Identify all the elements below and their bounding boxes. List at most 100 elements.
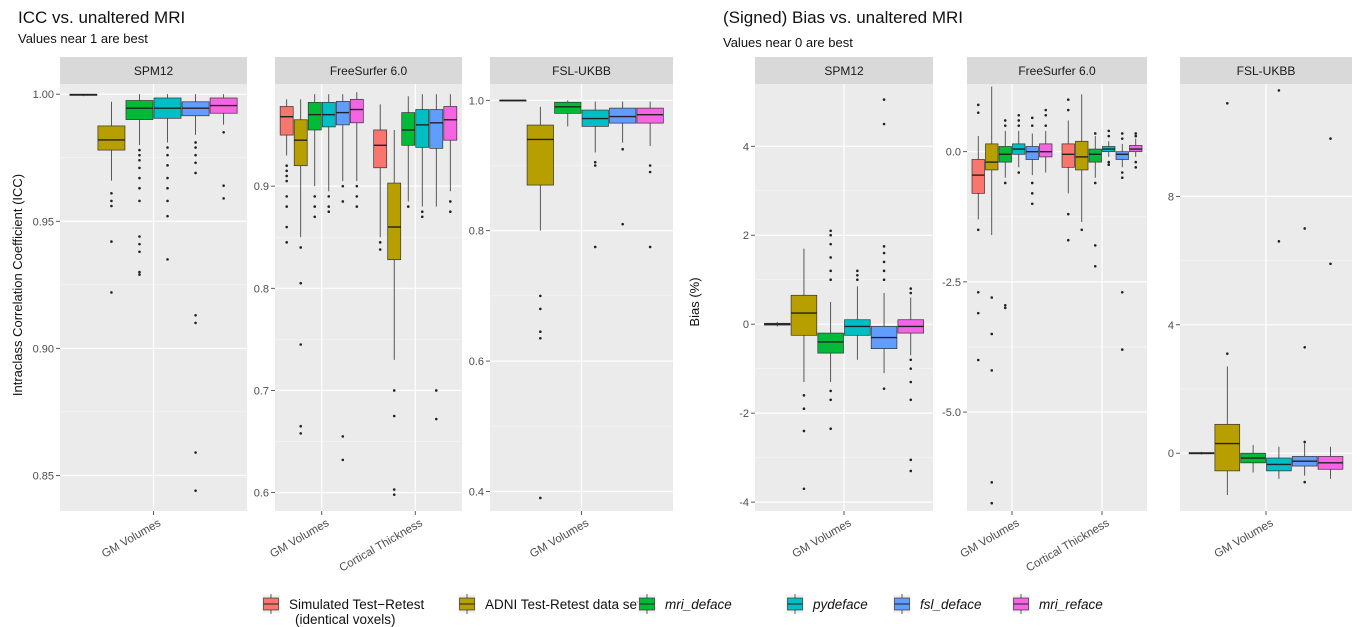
outlier-point (285, 225, 288, 229)
outlier-point (1134, 166, 1138, 169)
outlier-point (285, 205, 288, 208)
outlier-point (882, 251, 886, 255)
box-adni-test-retest-data-set (1214, 101, 1241, 495)
y-tick-label: -4 (739, 497, 749, 509)
outlier-point (976, 358, 980, 362)
box-mri-deface (125, 94, 154, 276)
outlier-point (1107, 160, 1111, 164)
box-body (636, 107, 664, 124)
outlier-point (909, 398, 913, 402)
outlier-point (621, 222, 624, 226)
outlier-point (1226, 101, 1229, 105)
legend-item: pydeface (786, 594, 868, 614)
outlier-point (194, 313, 197, 317)
outlier-point (378, 248, 382, 251)
outlier-point (110, 191, 113, 195)
outlier-point (222, 197, 225, 200)
outlier-point (1277, 240, 1281, 243)
facet-strip (967, 57, 1147, 84)
outlier-point (909, 469, 913, 473)
outlier-point (909, 358, 913, 362)
outlier-point (355, 184, 359, 188)
outlier-point (138, 270, 141, 274)
outlier-point (909, 458, 913, 462)
outlier-point (341, 458, 345, 462)
box-fsl-deface (870, 98, 898, 390)
outlier-point (990, 501, 994, 505)
outlier-point (313, 205, 317, 208)
outlier-point (976, 111, 980, 114)
left-section-subtitle: Values near 1 are best (18, 31, 148, 46)
outlier-point (341, 435, 345, 438)
y-tick-label: 1.0 (469, 95, 484, 107)
outlier-point (194, 153, 197, 157)
outlier-point (909, 380, 913, 384)
outlier-point (882, 260, 886, 264)
outlier-point (378, 241, 382, 244)
outlier-point (138, 273, 141, 276)
outlier-point (285, 164, 288, 168)
outlier-point (138, 158, 141, 162)
outlier-point (1107, 134, 1111, 138)
y-tick-label: 0 (1168, 448, 1174, 460)
y-tick-label: 0.90 (33, 343, 54, 355)
y-tick-label: 1.00 (33, 89, 54, 101)
box-simulated-test-retest (1188, 451, 1215, 455)
box-body (429, 109, 444, 149)
box-pydeface (844, 269, 871, 360)
outlier-point (392, 389, 396, 392)
outlier-point (138, 250, 141, 254)
outlier-point (110, 240, 113, 243)
outlier-point (829, 256, 832, 259)
box-simulated-test-retest (764, 321, 791, 327)
outlier-point (909, 367, 913, 370)
box-fsl-deface (181, 94, 210, 492)
facet-panel: FSL-UKBB 0.4 0.6 0.8 1.0 GM Volumes (469, 57, 673, 561)
outlier-point (327, 195, 331, 198)
outlier-point (1120, 137, 1124, 140)
box-pydeface (581, 101, 609, 249)
outlier-point (285, 174, 288, 178)
outlier-point (802, 394, 806, 397)
box-body (1025, 146, 1039, 160)
box-body (844, 319, 871, 336)
facet-panel: FSL-UKBB 0 4 8 GM Volumes (1168, 57, 1352, 561)
box-body (1039, 143, 1053, 158)
x-tick-label: GM Volumes (790, 517, 853, 560)
right-section-title: (Signed) Bias vs. unaltered MRI (723, 8, 963, 27)
outlier-point (1066, 108, 1070, 112)
legend-label: pydeface (812, 597, 868, 612)
outlier-point (990, 332, 994, 336)
outlier-point (1044, 113, 1048, 117)
box-fsl-deface (609, 101, 637, 226)
outlier-point (648, 164, 652, 167)
outlier-point (327, 205, 331, 208)
box-mri-deface (1088, 132, 1102, 268)
box-body (387, 182, 402, 261)
box-pydeface (321, 94, 336, 213)
outlier-point (829, 278, 832, 282)
box-mri-deface (817, 229, 844, 431)
box-body (373, 129, 388, 169)
legend-label: fsl_deface (920, 597, 982, 612)
outlier-point (299, 246, 303, 249)
y-tick-label: 0.9 (254, 181, 269, 193)
box-body (125, 100, 154, 120)
legend-item: Simulated Test−Retest(identical voxels) (262, 594, 424, 627)
outlier-point (882, 278, 886, 282)
box-body (97, 125, 126, 151)
outlier-point (138, 166, 141, 170)
outlier-point (138, 186, 141, 190)
box-mri-deface (307, 94, 322, 219)
outlier-point (829, 233, 832, 237)
facet-strip-label: SPM12 (134, 64, 174, 78)
x-tick-label: GM Volumes (100, 517, 163, 560)
facet-strip-label: FreeSurfer 6.0 (1018, 64, 1096, 78)
box-pydeface (153, 94, 182, 261)
facet-strip (755, 57, 933, 84)
outlier-point (1093, 181, 1097, 185)
outlier-point (1303, 440, 1306, 444)
outlier-point (434, 389, 438, 392)
outlier-point (110, 291, 113, 294)
facet-panel: FreeSurfer 6.0 0.6 0.7 0.8 0.9 GM Volumes Cort… (254, 57, 462, 574)
